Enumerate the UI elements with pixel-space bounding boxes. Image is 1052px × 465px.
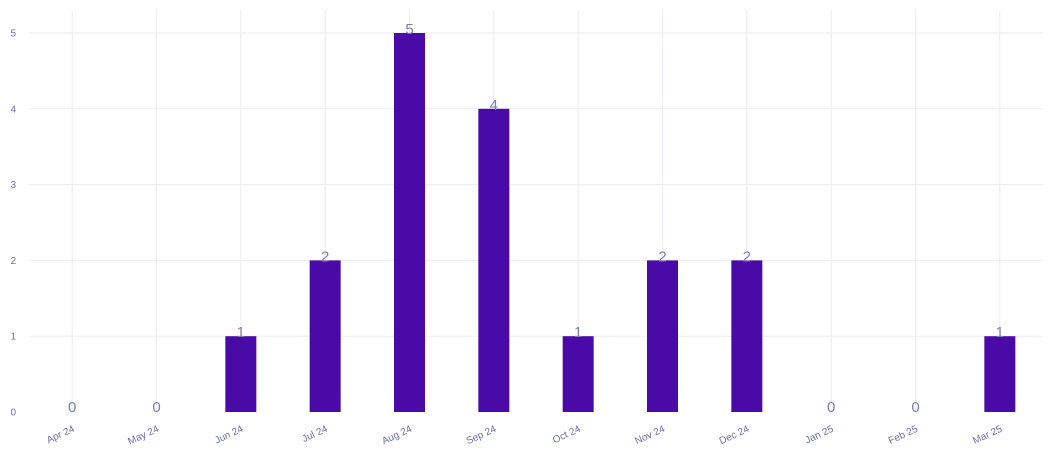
y-tick-label: 3 (10, 180, 16, 191)
y-tick-label: 1 (10, 332, 16, 343)
data-label: 0 (911, 399, 919, 416)
data-label: 5 (405, 21, 413, 38)
y-tick-label: 5 (10, 29, 16, 40)
y-tick-label: 2 (10, 256, 16, 267)
x-tick-label: Dec 24 (718, 424, 752, 448)
x-tick-label: Jul 24 (301, 424, 330, 445)
bar[interactable] (731, 260, 763, 412)
bar[interactable] (225, 336, 257, 412)
bar[interactable] (984, 336, 1016, 412)
x-tick-label: Aug 24 (380, 424, 414, 448)
x-tick-label: Nov 24 (633, 424, 667, 448)
x-axis-ticks: Apr 24 May 24 Jun 24 Jul 24 Aug 24 Sep 24 Oct … (45, 424, 1004, 448)
data-label: 0 (827, 399, 835, 416)
bars (225, 33, 1016, 413)
data-label: 0 (152, 399, 160, 416)
data-label: 2 (321, 248, 329, 265)
x-tick-label: Feb 25 (887, 424, 920, 447)
x-tick-label: May 24 (126, 424, 161, 448)
data-label: 2 (743, 248, 751, 265)
x-tick-label: Jun 24 (213, 424, 245, 447)
x-tick-label: Sep 24 (465, 424, 499, 448)
x-tick-label: Jan 25 (804, 424, 836, 447)
x-tick-label: Mar 25 (971, 424, 1004, 447)
y-axis-ticks: 0 1 2 3 4 5 (10, 29, 16, 419)
data-label: 1 (574, 324, 582, 341)
data-label: 1 (237, 324, 245, 341)
bar[interactable] (309, 260, 341, 412)
data-label: 1 (996, 324, 1004, 341)
data-label: 0 (68, 399, 76, 416)
bar[interactable] (647, 260, 678, 412)
bar[interactable] (394, 33, 425, 412)
bar[interactable] (478, 108, 510, 413)
grid (30, 10, 1042, 412)
y-tick-label: 4 (10, 104, 16, 115)
x-tick-label: Oct 24 (551, 424, 583, 447)
data-label: 2 (658, 248, 666, 265)
y-tick-label: 0 (10, 408, 16, 419)
data-labels: 0 0 1 2 5 4 1 2 2 0 0 1 (68, 21, 1004, 416)
x-tick-label: Apr 24 (45, 424, 77, 447)
bar[interactable] (562, 336, 594, 412)
data-label: 4 (490, 97, 498, 114)
